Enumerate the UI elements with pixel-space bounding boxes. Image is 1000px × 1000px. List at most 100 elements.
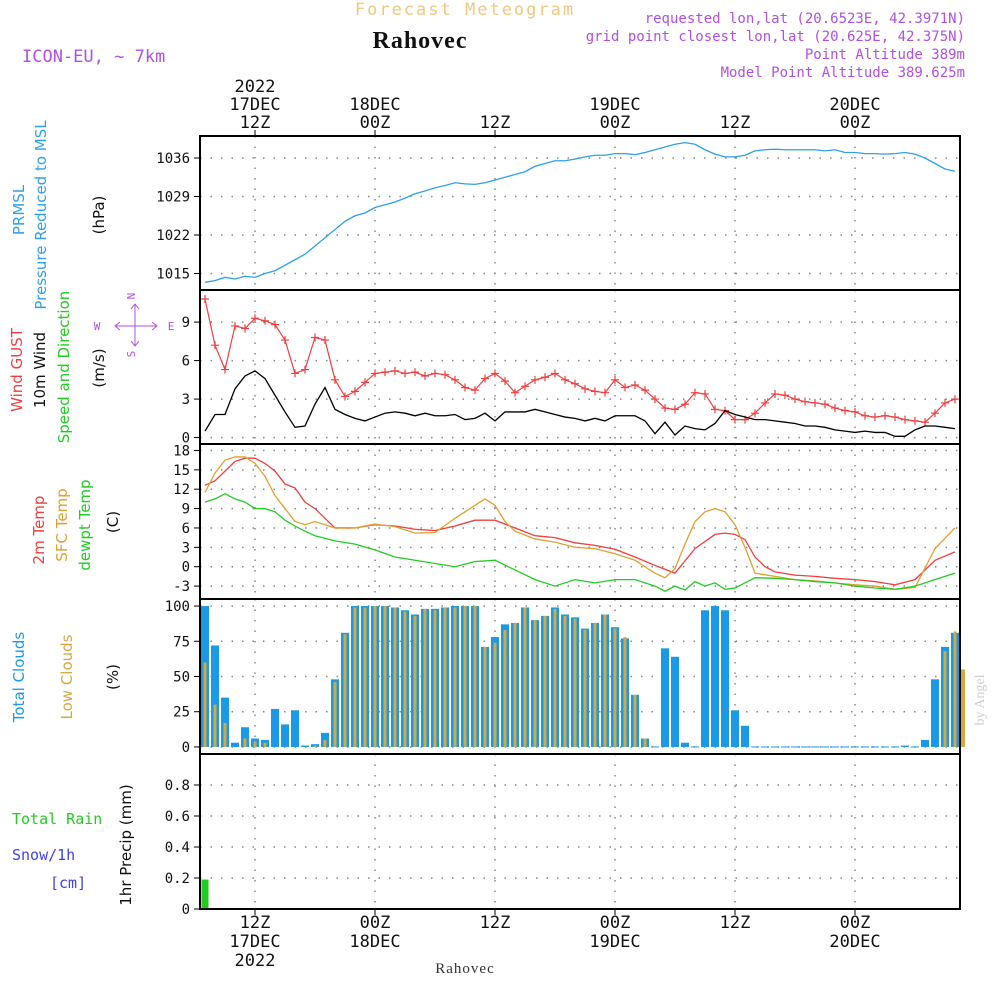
wind-gust-marker	[821, 400, 829, 409]
precip-panel: 0 0.2 0.4 0.6 0.8	[165, 753, 961, 918]
wind-label-10m: 10m Wind	[31, 332, 49, 408]
wind-gust-marker	[801, 397, 809, 406]
total-cloud-bar	[701, 610, 709, 747]
temp-ytick-label: 15	[173, 463, 190, 479]
top-date-label: 18DEC	[349, 95, 400, 115]
wind-panel-labels: Wind GUST 10m Wind Speed and Direction (…	[8, 291, 174, 444]
wind-gust-marker	[681, 400, 689, 409]
wind-gust-marker	[831, 404, 839, 413]
wind-gust-marker	[641, 386, 649, 395]
model-altitude: Model Point Altitude 389.625m	[721, 65, 965, 81]
low-cloud-bar	[483, 646, 487, 747]
temp-sfc-line	[204, 456, 956, 590]
low-cloud-bar	[523, 607, 527, 747]
total-cloud-bar	[741, 725, 749, 747]
low-cloud-bar	[953, 631, 957, 747]
wind-gust-marker	[241, 324, 249, 333]
low-cloud-bar	[263, 742, 267, 747]
low-cloud-bar	[213, 704, 217, 747]
low-cloud-bar	[343, 634, 347, 747]
wind-gust-marker	[771, 389, 779, 398]
low-cloud-bar	[633, 694, 637, 747]
total-cloud-bar	[731, 710, 739, 747]
temp-label-dewpt: dewpt Temp	[76, 479, 94, 570]
total-cloud-bar	[321, 732, 329, 747]
wind-gust-marker	[851, 407, 859, 416]
wind-unit: (m/s)	[90, 348, 108, 387]
pressure-ytick-label: 1036	[156, 151, 190, 167]
top-year-label: 2022	[235, 77, 276, 97]
compass-west: W	[94, 320, 101, 333]
total-cloud-bar	[211, 645, 219, 747]
low-cloud-bar	[413, 615, 417, 747]
low-cloud-bar	[593, 622, 597, 747]
station-title: Rahovec	[373, 28, 468, 54]
wind-gust-marker	[271, 320, 279, 329]
pressure-panel-labels: PRMSL Pressure Reduced to MSL (hPa)	[10, 120, 108, 310]
wind-gust-marker	[591, 387, 599, 396]
precip-label-cm: [cm]	[50, 874, 86, 892]
total-cloud-bar	[671, 656, 679, 747]
wind-gust-marker	[311, 333, 319, 342]
bottom-hour-label: 00Z	[600, 913, 631, 933]
wind-gust-marker	[391, 366, 399, 375]
temp-label-sfc: SFC Temp	[53, 488, 71, 561]
prmsl-line	[204, 141, 956, 283]
wind-gust-marker	[371, 369, 379, 378]
wind-gust-marker	[701, 389, 709, 398]
wind-frame	[199, 289, 961, 445]
wind-gust-marker	[201, 294, 209, 303]
bottom-hour-label: 12Z	[720, 913, 751, 933]
precip-ytick-label: 0.8	[165, 778, 190, 794]
wind-gust-marker	[781, 391, 789, 400]
clouds-ytick-label: 0	[182, 740, 190, 756]
model-name: ICON-EU, ~ 7km	[22, 47, 165, 67]
total-cloud-bar	[711, 606, 719, 747]
low-cloud-bar	[423, 608, 427, 747]
low-cloud-bar	[513, 622, 517, 747]
wind-10m-line	[204, 370, 956, 437]
requested-coords: requested lon,lat (20.6523E, 42.3971N)	[645, 11, 965, 27]
pressure-panel: 1015 1022 1029 1036	[156, 135, 961, 291]
footer-station: Rahovec	[435, 961, 494, 977]
wind-gust-marker	[861, 411, 869, 420]
pressure-ytick-label: 1022	[156, 228, 190, 244]
wind-ytick-label: 0	[182, 431, 190, 447]
bottom-hour-label: 12Z	[240, 913, 271, 933]
total-cloud-bar	[231, 742, 239, 747]
credit-label: by Angel	[973, 674, 988, 725]
wind-gust-marker	[301, 365, 309, 374]
wind-gust-marker	[481, 374, 489, 383]
grid-point-coords: grid point closest lon,lat (20.625E, 42.…	[586, 29, 965, 45]
wind-gust-marker	[231, 321, 239, 330]
low-cloud-bar	[943, 651, 947, 747]
precip-ytick-label: 0.6	[165, 809, 190, 825]
low-cloud-bar	[961, 669, 965, 747]
wind-gust-marker	[341, 392, 349, 401]
low-cloud-bar	[253, 741, 257, 747]
precip-unit: 1hr Precip (mm)	[117, 784, 135, 905]
wind-gust-line	[204, 298, 956, 423]
wind-gust-marker	[251, 314, 259, 323]
wind-gust-marker	[221, 365, 229, 374]
wind-gust-marker	[501, 377, 509, 386]
wind-gust-marker	[621, 383, 629, 392]
precip-panel-labels: Total Rain Snow/1h [cm] 1hr Precip (mm)	[12, 784, 135, 905]
wind-gust-marker	[731, 415, 739, 424]
wind-label-speed-dir: Speed and Direction	[55, 291, 73, 444]
wind-ytick-label: 9	[182, 315, 190, 331]
wind-gust-marker	[261, 316, 269, 325]
low-cloud-bar	[493, 642, 497, 747]
clouds-frame	[199, 598, 961, 755]
wind-gust-marker	[901, 415, 909, 424]
compass-south: S	[125, 351, 138, 358]
low-cloud-bar	[613, 628, 617, 747]
low-cloud-bar	[503, 630, 507, 747]
rain-bar	[201, 879, 209, 909]
wind-gust-marker	[531, 375, 539, 384]
top-hour-label: 12Z	[720, 113, 751, 133]
wind-gust-marker	[601, 388, 609, 397]
total-cloud-bar	[901, 745, 909, 747]
wind-gust-marker	[661, 404, 669, 413]
total-cloud-bar	[311, 744, 319, 747]
